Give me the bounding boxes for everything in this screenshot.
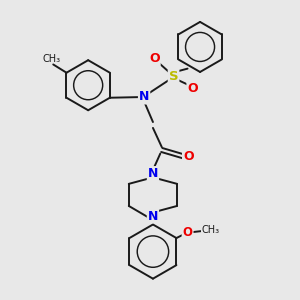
Text: O: O xyxy=(149,52,160,65)
Text: O: O xyxy=(183,226,193,239)
Text: O: O xyxy=(188,82,198,95)
Text: N: N xyxy=(139,91,149,103)
Text: CH₃: CH₃ xyxy=(43,54,61,64)
Text: O: O xyxy=(183,150,194,163)
Text: CH₃: CH₃ xyxy=(202,225,220,236)
Text: S: S xyxy=(169,70,178,83)
Text: N: N xyxy=(148,167,158,180)
Text: N: N xyxy=(148,210,158,223)
